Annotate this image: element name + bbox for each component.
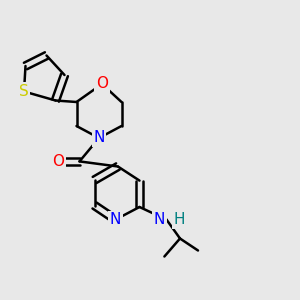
Text: O: O bbox=[52, 154, 64, 169]
Text: O: O bbox=[96, 76, 108, 92]
Text: N: N bbox=[154, 212, 165, 227]
Text: H: H bbox=[173, 212, 184, 227]
Text: N: N bbox=[110, 212, 121, 227]
Text: N: N bbox=[93, 130, 105, 146]
Text: S: S bbox=[19, 84, 29, 99]
